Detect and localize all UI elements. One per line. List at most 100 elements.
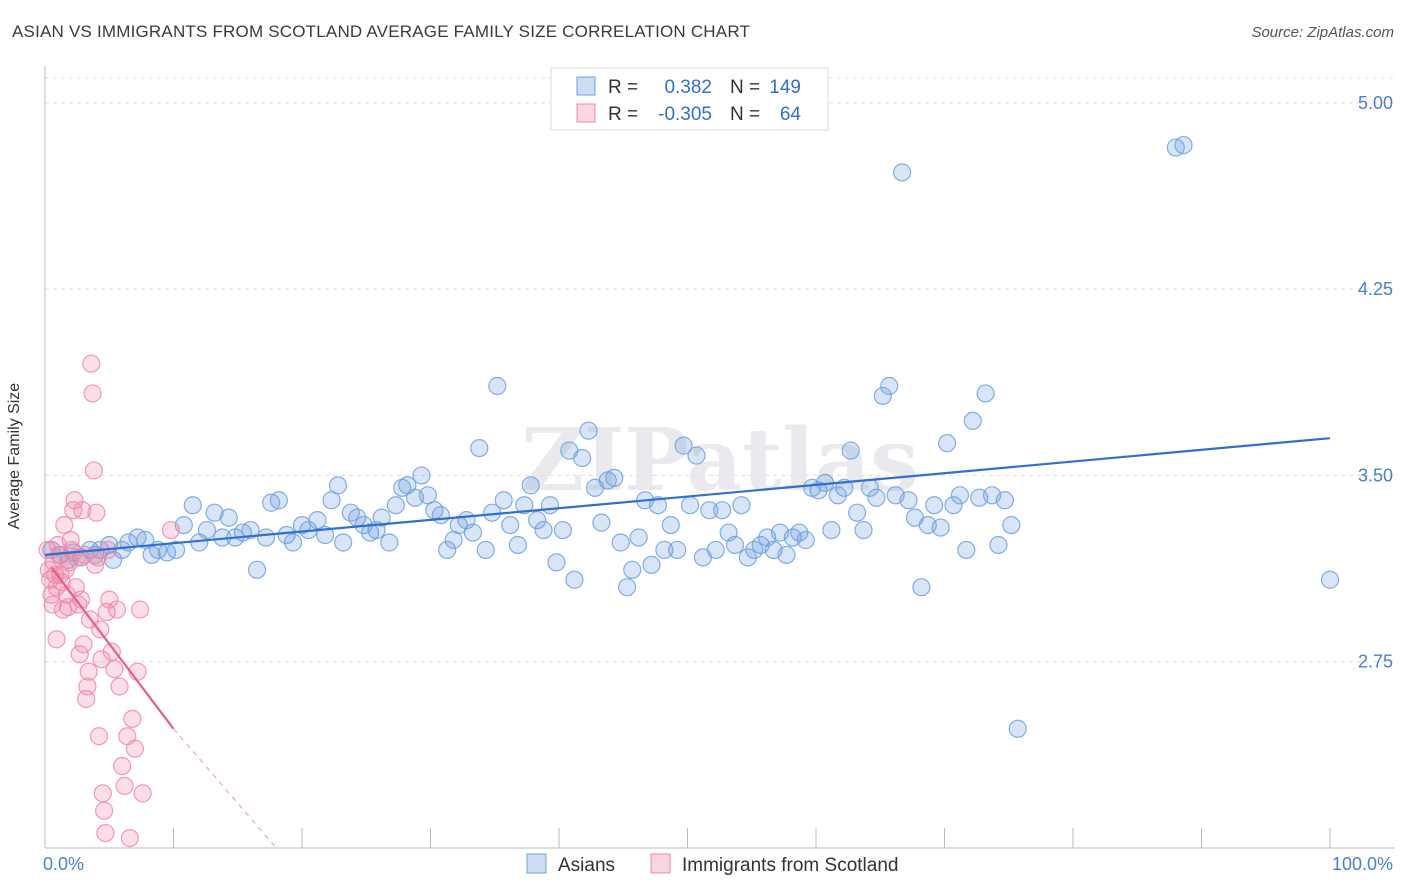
asians-point [668,540,687,560]
scotland-point [87,503,106,522]
legend-scotland-swatch [650,853,671,874]
scotland-point [100,590,119,609]
asians-point [725,535,745,555]
asians-point [944,496,963,515]
asians-point [925,496,944,515]
asians-point [247,560,267,579]
asians-point [528,511,547,530]
asians-point [104,550,123,569]
asians-point [501,515,520,535]
asians-point [166,540,186,560]
asians-point [553,520,572,540]
scotland-point [112,756,132,776]
asians-point [328,476,348,495]
asians-point [790,523,809,542]
asians-point [880,376,899,396]
asians-point [700,501,719,520]
legend-asians-swatch [526,853,547,874]
y-tick-label: 3.50 [1358,465,1393,485]
asians-point [565,570,584,589]
asians-point [706,540,725,560]
scotland-point [86,555,105,574]
scotland-point [82,354,101,373]
asians-swatch [576,76,596,96]
legend-asians-label: Asians [558,855,615,876]
chart-source: Source: ZipAtlas.com [1251,24,1394,41]
data-points [38,135,1340,848]
asians-point [822,520,841,540]
chart-title: ASIAN VS IMMIGRANTS FROM SCOTLAND AVERAG… [12,22,751,41]
scotland-point [47,630,66,649]
asians-point [713,501,732,520]
asians-point [219,508,238,527]
asians-point [605,468,624,488]
scotland-trend-extension [173,728,277,849]
x-tick-label-max: 100.0% [1332,854,1393,874]
n-label: N = [730,104,760,125]
asians-point [534,520,553,540]
asians-point [937,434,957,453]
trend-lines [44,437,1331,849]
asians-point [777,545,796,565]
asians-point [674,436,693,455]
asians-point [796,530,815,550]
scotland-point [84,461,103,480]
asians-point [957,540,976,560]
asians-point [680,496,700,515]
scotland-point [125,739,145,758]
asians-point [854,520,873,540]
asians-point [950,486,970,505]
n-value: 64 [780,104,802,125]
asians-point [611,533,630,552]
r-value: 0.382 [664,77,712,98]
asians-point [1002,515,1021,535]
scotland-point [51,565,70,584]
scotland-point [70,645,89,664]
axes [44,66,1395,849]
asians-point [848,503,867,522]
asians-point [256,528,276,547]
scotland-point [79,662,98,681]
scotland-point [161,520,181,540]
y-tick-label: 4.25 [1358,279,1393,299]
asians-point [873,386,892,406]
scotland-point [130,600,150,619]
asians-trend-line [44,437,1331,556]
asians-point [334,533,353,552]
asians-point [463,523,483,542]
scotland-point [110,677,129,696]
asians-point [687,446,706,465]
asians-point [648,496,668,515]
asians-point [283,533,303,552]
asians-point [508,535,527,555]
asians-point [205,503,224,522]
asians-point [521,476,540,495]
asians-point [380,533,399,552]
asians-point [899,491,918,510]
scotland-point [41,570,60,589]
y-tick-label: 5.00 [1358,93,1393,113]
asians-point [892,163,912,182]
scotland-point [115,776,134,796]
asians-point [963,411,982,430]
n-label: N = [730,77,760,98]
series-legend: Asians Immigrants from Scotland [526,853,898,876]
scotland-point [105,660,124,679]
asians-point [989,535,1008,555]
asians-point [386,496,405,515]
asians-point [623,560,642,579]
asians-point [828,486,847,505]
tick-labels: 2.75 3.50 4.25 5.00 0.0% 100.0% [43,93,1393,874]
asians-point [629,528,648,547]
asians-point [1320,570,1340,589]
asians-point [277,525,296,545]
asians-point [540,496,560,515]
asians-point [112,540,132,560]
asians-point [372,508,391,527]
r-label: R = [608,77,638,98]
scotland-point [96,823,115,843]
asians-point [655,540,674,560]
y-tick-label: 2.75 [1358,652,1393,672]
asians-point [592,513,611,532]
